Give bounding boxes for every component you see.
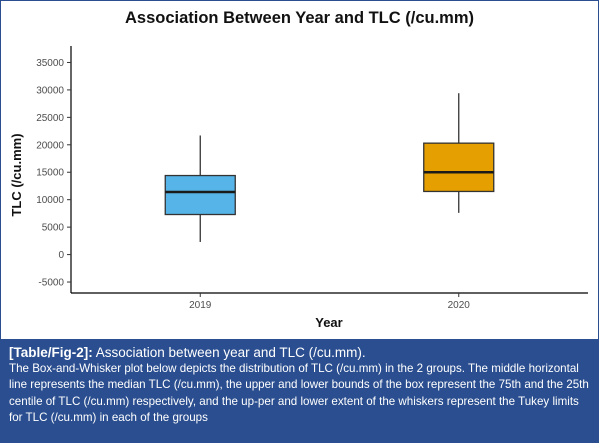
- y-tick-label: 10000: [36, 195, 64, 206]
- y-tick-label: 15000: [36, 168, 64, 179]
- y-tick-label: 20000: [36, 140, 64, 151]
- iqr-box: [423, 142, 495, 193]
- y-tick-label: -5000: [38, 278, 64, 289]
- x-tick-label: 2019: [189, 300, 212, 311]
- y-tick-label: 35000: [36, 58, 64, 69]
- figure-caption: [Table/Fig-2]: Association between year …: [1, 339, 598, 442]
- box-2020: [423, 93, 495, 213]
- x-axis-title: Year: [315, 315, 342, 330]
- x-axis: 2019 2020: [71, 292, 588, 311]
- y-tick-label: 0: [58, 250, 64, 261]
- y-tick-label: 25000: [36, 113, 64, 124]
- box-2019: [164, 135, 236, 242]
- caption-body: The Box-and-Whisker plot below depicts t…: [9, 362, 589, 425]
- caption-label: [Table/Fig-2]:: [9, 345, 93, 360]
- y-tick-label: 5000: [42, 223, 65, 234]
- y-axis-title: TLC (/cu.mm): [9, 133, 24, 216]
- chart-title: Association Between Year and TLC (/cu.mm…: [124, 9, 475, 27]
- y-axis: 35000 30000 25000 20000 15000 10000 5000 0 -5000: [36, 46, 72, 293]
- y-tick-label: 30000: [36, 85, 64, 96]
- x-tick-label: 2020: [448, 300, 471, 311]
- caption-heading: [Table/Fig-2]: Association between year …: [9, 344, 590, 361]
- boxes: [164, 93, 495, 242]
- box-plot: 35000 30000 25000 20000 15000 10000 5000 0 -5000…: [9, 46, 588, 330]
- caption-title: Association between year and TLC (/cu.mm…: [95, 345, 366, 360]
- chart-panel: Association Between Year and TLC (/cu.mm…: [1, 1, 598, 339]
- iqr-box: [164, 174, 236, 216]
